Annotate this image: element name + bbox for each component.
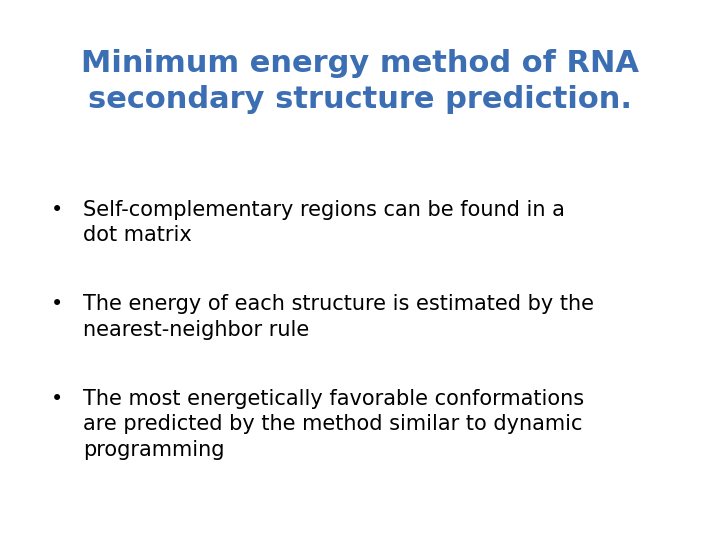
Text: •: • [50,294,63,314]
Text: •: • [50,389,63,409]
Text: The most energetically favorable conformations
are predicted by the method simil: The most energetically favorable conform… [83,389,584,460]
Text: Self-complementary regions can be found in a
dot matrix: Self-complementary regions can be found … [83,200,564,245]
Text: Minimum energy method of RNA
secondary structure prediction.: Minimum energy method of RNA secondary s… [81,49,639,113]
Text: •: • [50,200,63,220]
Text: The energy of each structure is estimated by the
nearest-neighbor rule: The energy of each structure is estimate… [83,294,594,340]
